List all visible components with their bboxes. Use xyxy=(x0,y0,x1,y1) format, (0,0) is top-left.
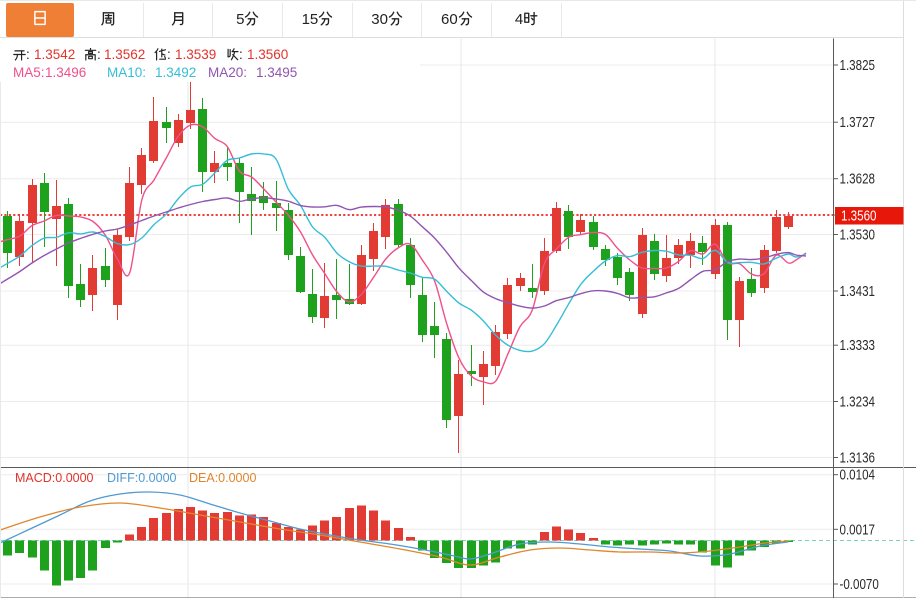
svg-text:0.0104: 0.0104 xyxy=(840,466,875,483)
svg-text:1.3530: 1.3530 xyxy=(840,226,875,243)
svg-text:1.3727: 1.3727 xyxy=(840,114,875,131)
svg-text:-0.0070: -0.0070 xyxy=(840,576,879,593)
svg-text:1.3825: 1.3825 xyxy=(840,57,875,74)
svg-text:1.3431: 1.3431 xyxy=(840,283,875,300)
svg-text:1.3333: 1.3333 xyxy=(840,337,875,354)
svg-text:1.3560: 1.3560 xyxy=(841,207,876,224)
svg-text:1.3628: 1.3628 xyxy=(840,170,875,187)
svg-text:0.0017: 0.0017 xyxy=(840,521,875,538)
svg-text:1.3234: 1.3234 xyxy=(840,393,875,410)
svg-text:1.3136: 1.3136 xyxy=(840,449,875,466)
